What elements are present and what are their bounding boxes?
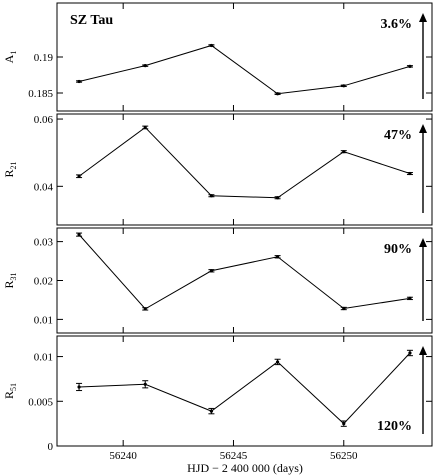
panel-frame <box>56 335 433 447</box>
series-line <box>79 352 411 425</box>
data-point <box>77 233 81 237</box>
star-name: SZ Tau <box>70 13 113 28</box>
y-tick-label: 0.03 <box>34 237 54 249</box>
y-axis-title: A1 <box>2 51 18 64</box>
amplitude-arrow-head <box>419 238 427 247</box>
data-point <box>143 125 147 130</box>
amplitude-label: 3.6% <box>381 17 413 32</box>
data-point <box>275 196 280 200</box>
data-point <box>342 306 346 311</box>
data-point <box>209 409 214 413</box>
y-axis-title-sub: 51 <box>9 383 18 391</box>
data-point <box>342 150 346 154</box>
y-tick-label: 0.005 <box>28 396 53 408</box>
data-point <box>408 351 412 355</box>
panel-r31: 0.01 0.02 0.03 R31 90% <box>2 227 433 334</box>
y-axis-title: R21 <box>2 161 18 177</box>
data-point <box>408 296 412 300</box>
data-point <box>342 422 346 426</box>
data-point <box>143 307 147 311</box>
y-axis-title-sub: 31 <box>9 272 18 280</box>
panel-frame <box>56 227 433 334</box>
data-point <box>209 43 214 48</box>
y-tick-label: 0.01 <box>34 352 53 364</box>
y-axis-title: R31 <box>2 272 18 288</box>
panel-r21: 0.04 0.06 R21 47% <box>2 113 433 226</box>
y-axis-title-main: A <box>2 54 16 63</box>
y-axis-title-main: R <box>2 280 16 288</box>
x-tick-label: 56250 <box>330 450 358 462</box>
amplitude-arrow-head <box>419 124 427 133</box>
data-point <box>275 360 280 364</box>
panel-frame <box>56 113 433 226</box>
series-line <box>78 44 411 95</box>
amplitude-label: 47% <box>384 128 412 143</box>
series-line <box>78 234 411 310</box>
amplitude-arrow-head <box>419 13 427 22</box>
y-tick-label: 0.04 <box>34 181 54 193</box>
x-tick-label: 56245 <box>220 450 248 462</box>
panel-r51: 0 0.005 0.01 R51 120% <box>2 335 433 453</box>
data-point <box>342 84 346 88</box>
data-point <box>209 269 214 273</box>
panel-frame <box>56 2 433 112</box>
x-tick-label: 56240 <box>109 450 137 462</box>
y-tick-label: 0.01 <box>34 314 53 326</box>
amplitude-label: 120% <box>377 419 412 434</box>
y-axis-title-sub: 1 <box>9 51 18 55</box>
y-tick-label: 0 <box>48 441 54 453</box>
y-tick-label: 0.185 <box>28 88 53 100</box>
data-point <box>143 382 147 386</box>
data-point <box>77 385 81 389</box>
x-axis-title: HJD − 2 400 000 (days) <box>187 461 303 475</box>
y-tick-label: 0.02 <box>34 276 53 288</box>
panel-a1: 0.185 0.19 A1 3.6% SZ Tau <box>2 2 433 112</box>
y-axis-title-main: R <box>2 169 16 177</box>
y-tick-label: 0.19 <box>34 52 54 64</box>
data-point <box>408 171 412 176</box>
data-point <box>275 255 280 259</box>
data-point <box>209 194 214 198</box>
y-axis-title-sub: 21 <box>9 161 18 169</box>
x-axis: 56240 56245 56250 <box>109 450 358 462</box>
series-line <box>78 126 411 199</box>
data-point <box>143 64 147 68</box>
y-axis-title: R51 <box>2 383 18 399</box>
y-axis-title-main: R <box>2 391 16 399</box>
y-tick-label: 0.06 <box>34 114 54 126</box>
data-point <box>275 92 280 96</box>
amplitude-label: 90% <box>384 242 412 257</box>
data-point <box>77 174 81 178</box>
amplitude-arrow-head <box>419 346 427 355</box>
data-point <box>77 79 81 84</box>
data-point <box>408 64 412 68</box>
